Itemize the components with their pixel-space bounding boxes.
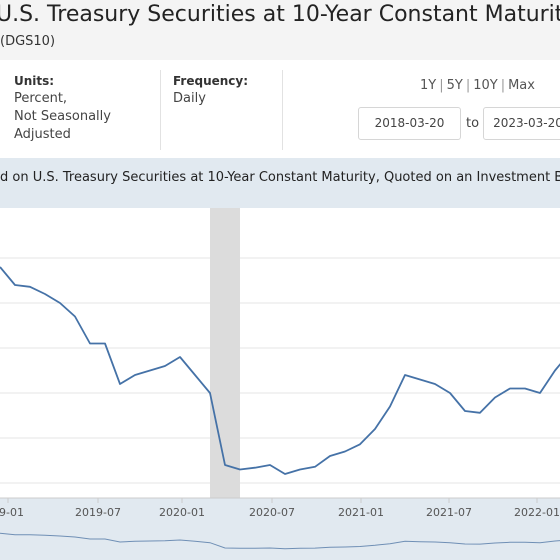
recession-band bbox=[210, 208, 240, 498]
series-id: (DGS10) bbox=[0, 34, 56, 49]
date-range-links: 1Y | 5Y | 10Y | Max bbox=[420, 78, 535, 93]
line-chart[interactable]: 19-01 2019-07 2020-01 2020-07 2021-01 2021-07… bbox=[0, 208, 560, 538]
chart-panel: d on U.S. Treasury Securities at 10-Year… bbox=[0, 158, 560, 560]
frequency-block: Frequency: Daily bbox=[173, 72, 248, 108]
range-1y-link[interactable]: 1Y bbox=[420, 78, 437, 93]
x-tick-label: 2020-07 bbox=[249, 506, 295, 519]
chart-title: d on U.S. Treasury Securities at 10-Year… bbox=[0, 170, 560, 185]
page-title: U.S. Treasury Securities at 10-Year Cons… bbox=[0, 2, 560, 27]
frequency-label: Frequency: bbox=[173, 74, 249, 88]
range-5y-link[interactable]: 5Y bbox=[446, 78, 463, 93]
x-tick-label: 2019-07 bbox=[75, 506, 121, 519]
range-max-link[interactable]: Max bbox=[508, 78, 535, 93]
x-tick-label: 2020-01 bbox=[159, 506, 205, 519]
x-tick-label: 2021-01 bbox=[338, 506, 384, 519]
series-metadata: Units: Percent, Not Seasonally Adjusted … bbox=[0, 62, 560, 158]
to-label: to bbox=[466, 116, 480, 131]
meta-divider bbox=[282, 70, 283, 150]
units-value-3: Adjusted bbox=[14, 127, 71, 142]
plot-background bbox=[0, 208, 560, 498]
units-value-2: Not Seasonally bbox=[14, 109, 111, 124]
range-10y-link[interactable]: 10Y bbox=[473, 78, 498, 93]
units-block: Units: Percent, Not Seasonally Adjusted bbox=[14, 72, 111, 144]
end-date-input[interactable]: 2023-03-20 bbox=[483, 107, 560, 140]
x-tick-label: 19-01 bbox=[0, 506, 24, 519]
header: U.S. Treasury Securities at 10-Year Cons… bbox=[0, 0, 560, 60]
navigator-line bbox=[0, 532, 560, 550]
frequency-value: Daily bbox=[173, 91, 206, 106]
x-tick-label: 2021-07 bbox=[426, 506, 472, 519]
x-tick-label: 2022-01 bbox=[514, 506, 560, 519]
chart-navigator[interactable] bbox=[0, 524, 560, 560]
units-label: Units: bbox=[14, 74, 55, 88]
navigator-minichart[interactable] bbox=[0, 524, 560, 560]
start-date-input[interactable]: 2018-03-20 bbox=[358, 107, 461, 140]
series-line bbox=[0, 266, 560, 475]
units-value-1: Percent, bbox=[14, 91, 68, 106]
meta-divider bbox=[160, 70, 161, 150]
